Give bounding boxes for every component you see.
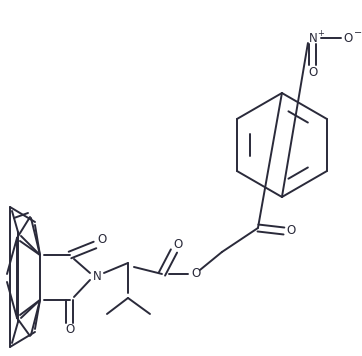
Text: N: N bbox=[308, 32, 317, 44]
Text: +: + bbox=[317, 28, 324, 37]
Text: O: O bbox=[286, 225, 295, 237]
Text: O: O bbox=[191, 267, 201, 281]
Text: O: O bbox=[173, 239, 182, 251]
Text: −: − bbox=[354, 28, 362, 38]
Text: O: O bbox=[97, 234, 106, 246]
Text: O: O bbox=[308, 66, 317, 79]
Text: O: O bbox=[343, 32, 353, 44]
Text: O: O bbox=[66, 324, 75, 336]
Text: N: N bbox=[93, 271, 101, 283]
